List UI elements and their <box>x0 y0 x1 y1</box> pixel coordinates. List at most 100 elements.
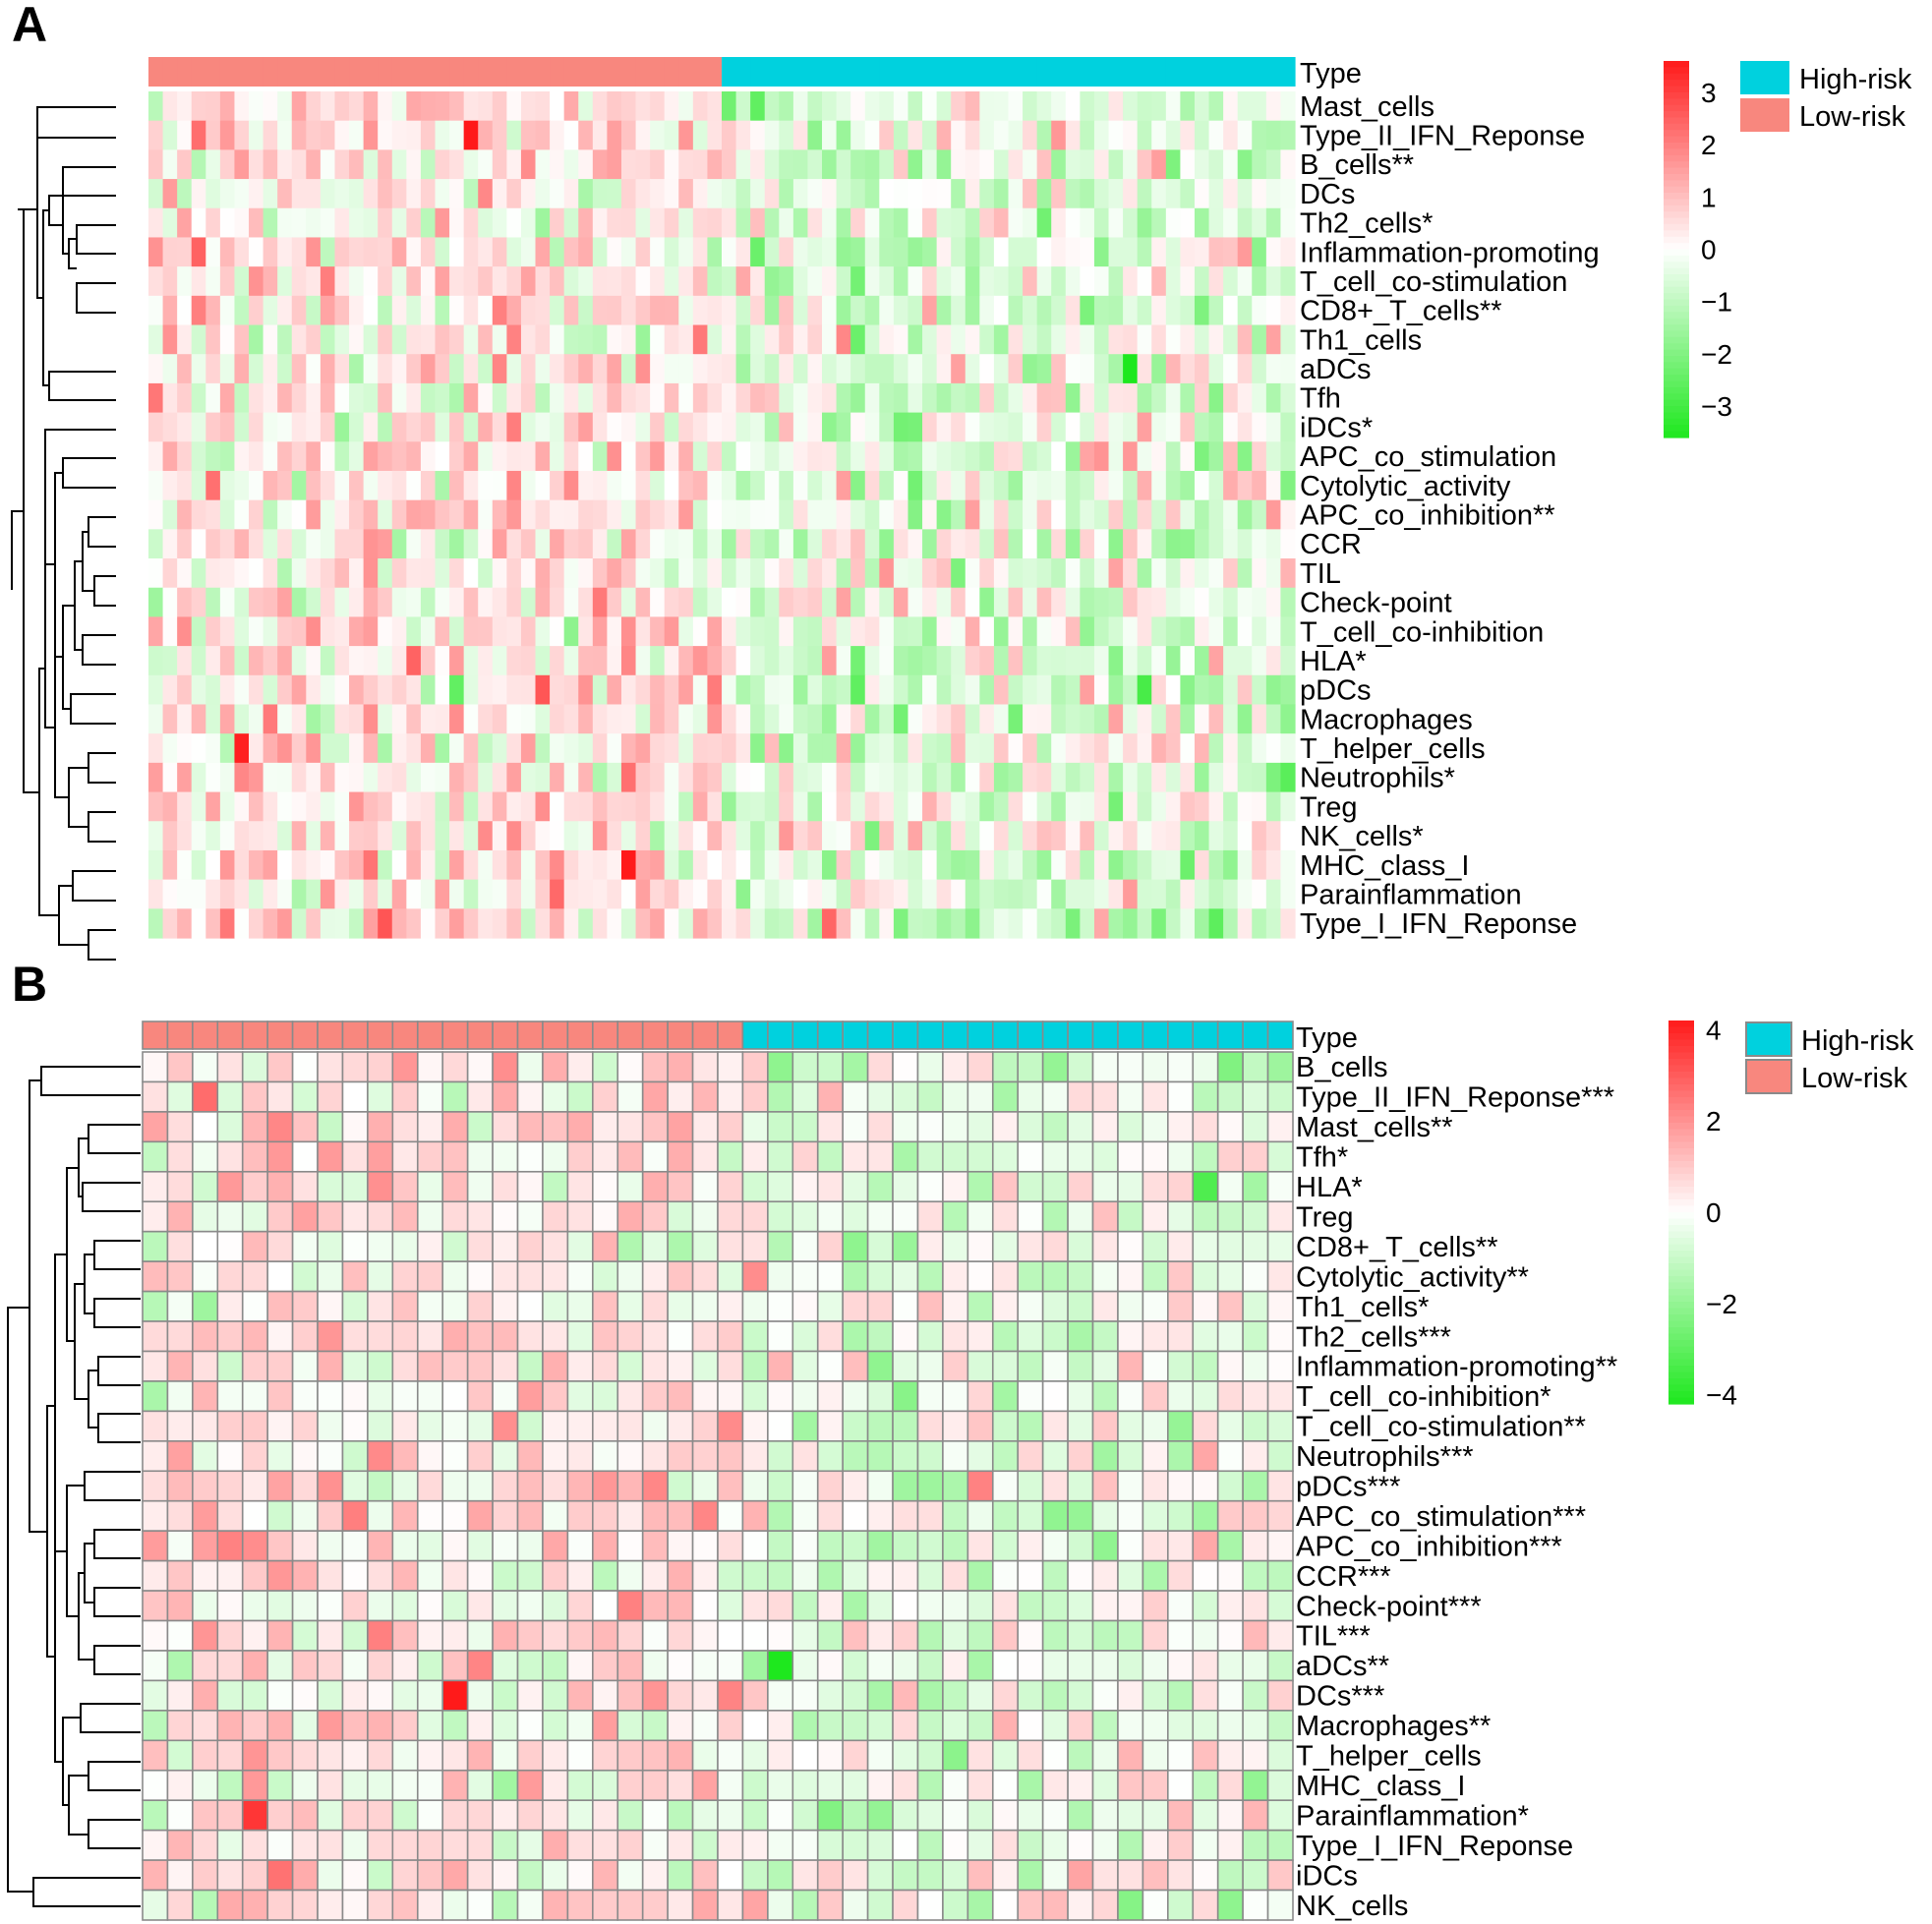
heatmap-cell <box>1017 1650 1044 1682</box>
heatmap-cell <box>993 237 1010 267</box>
heatmap-cell <box>879 879 895 909</box>
type-cell-low-risk <box>616 1020 644 1050</box>
heatmap-cell <box>764 849 780 881</box>
heatmap-cell <box>1151 179 1167 209</box>
heatmap-cell <box>277 879 293 909</box>
heatmap-cell <box>707 266 723 297</box>
heatmap-cell <box>707 704 723 734</box>
heatmap-cell <box>722 354 737 384</box>
heatmap-cell <box>435 529 450 559</box>
type-cell-low-risk <box>166 1020 194 1050</box>
legend-swatch <box>1740 98 1789 132</box>
heatmap-cell <box>641 1889 669 1921</box>
heatmap-cell <box>391 1859 419 1892</box>
heatmap-cell <box>1091 1710 1119 1742</box>
heatmap-cell <box>722 149 737 180</box>
heatmap-cell <box>650 587 666 618</box>
heatmap-cell <box>378 149 393 180</box>
heatmap-cell <box>378 674 393 706</box>
heatmap-cell <box>691 1499 719 1532</box>
heatmap-cell <box>907 821 923 851</box>
heatmap-cell <box>1242 1530 1269 1562</box>
heatmap-cell <box>641 1559 669 1592</box>
heatmap-cell <box>1180 674 1196 706</box>
row-label: Neutrophils* <box>1300 763 1455 794</box>
heatmap-cell <box>864 733 880 764</box>
colorbar-segment <box>1664 343 1689 351</box>
heatmap-cell <box>664 324 679 355</box>
heatmap-cell <box>1091 1260 1119 1293</box>
heatmap-cell <box>492 733 507 764</box>
heatmap-cell <box>516 1200 544 1233</box>
heatmap-cell <box>266 1080 294 1113</box>
heatmap-cell <box>435 674 450 706</box>
heatmap-cell <box>792 529 809 559</box>
heatmap-cell <box>1117 1440 1144 1473</box>
heatmap-cell <box>764 149 780 180</box>
heatmap-cell <box>277 441 293 472</box>
type-cell-low-risk <box>420 57 437 87</box>
heatmap-cell <box>192 1111 219 1143</box>
heatmap-cell <box>317 1410 344 1442</box>
heatmap-cell <box>1137 324 1152 355</box>
heatmap-cell <box>650 412 666 442</box>
heatmap-cell <box>892 1769 919 1802</box>
heatmap-cell <box>1265 382 1282 414</box>
heatmap-cell <box>993 499 1010 530</box>
heatmap-cell <box>979 91 995 122</box>
heatmap-cell <box>334 821 350 851</box>
heatmap-cell <box>391 1650 419 1682</box>
heatmap-cell <box>620 412 637 442</box>
heatmap-cell <box>864 821 880 851</box>
heatmap-cell <box>363 762 379 793</box>
heatmap-cell <box>166 1260 194 1293</box>
heatmap-cell <box>441 1499 469 1532</box>
heatmap-cell <box>162 674 178 706</box>
type-cell-high-risk <box>1252 57 1267 87</box>
heatmap-cell <box>216 1080 244 1113</box>
heatmap-cell <box>148 412 164 442</box>
heatmap-cell <box>620 324 637 355</box>
heatmap-cell <box>850 207 866 239</box>
heatmap-cell <box>1065 821 1081 851</box>
heatmap-cell <box>816 1710 844 1742</box>
type-cell-low-risk <box>607 57 622 87</box>
heatmap-cell <box>951 295 966 326</box>
heatmap-cell <box>667 1739 694 1772</box>
heatmap-cell <box>616 1769 644 1802</box>
heatmap-cell <box>1008 120 1024 150</box>
heatmap-cell <box>416 1200 444 1233</box>
heatmap-cell <box>893 733 909 764</box>
heatmap-cell <box>166 1111 194 1143</box>
heatmap-cell <box>1266 1051 1294 1083</box>
heatmap-cell <box>1065 704 1081 734</box>
heatmap-cell <box>277 91 293 122</box>
heatmap-cell <box>349 179 365 209</box>
type-cell-low-risk <box>416 1020 444 1050</box>
heatmap-cell <box>1265 704 1282 734</box>
heatmap-cell <box>249 821 264 851</box>
heatmap-cell <box>1023 616 1038 647</box>
colorbar-segment <box>1664 336 1689 344</box>
colorbar-segment <box>1664 431 1689 438</box>
heatmap-cell <box>850 558 866 589</box>
heatmap-cell <box>506 762 522 793</box>
heatmap-cell <box>219 412 236 442</box>
heatmap-cell <box>722 295 737 326</box>
heatmap-cell <box>391 354 407 384</box>
heatmap-cell <box>367 1470 394 1502</box>
heatmap-cell <box>592 849 608 881</box>
heatmap-cell <box>942 1051 969 1083</box>
heatmap-cell <box>1008 207 1024 239</box>
heatmap-cell <box>893 295 909 326</box>
heatmap-cell <box>341 1260 369 1293</box>
heatmap-cell <box>717 1679 744 1712</box>
heatmap-cell <box>441 1530 469 1562</box>
heatmap-cell <box>1080 733 1095 764</box>
heatmap-cell <box>767 1859 794 1892</box>
colorbar-segment <box>1669 1052 1694 1060</box>
heatmap-cell <box>717 1260 744 1293</box>
heatmap-cell <box>907 879 923 909</box>
heatmap-cell <box>219 529 236 559</box>
heatmap-cell <box>435 382 450 414</box>
